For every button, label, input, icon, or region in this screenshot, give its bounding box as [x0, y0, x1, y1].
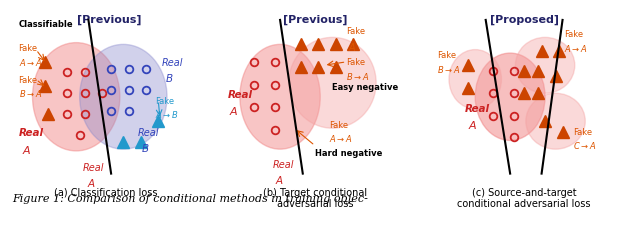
- Text: $A\rightarrow A$: $A\rightarrow A$: [329, 133, 353, 144]
- Text: Fake: Fake: [18, 44, 38, 53]
- Text: Hard negative: Hard negative: [315, 149, 382, 158]
- Text: $A\rightarrow B$: $A\rightarrow B$: [155, 109, 178, 120]
- Text: Real: Real: [18, 128, 43, 138]
- Text: Fake: Fake: [573, 128, 592, 137]
- Text: Real: Real: [273, 160, 295, 170]
- Text: Fake: Fake: [346, 58, 365, 67]
- Ellipse shape: [33, 43, 120, 151]
- Ellipse shape: [526, 93, 585, 149]
- Text: Real: Real: [227, 90, 253, 100]
- Text: [Previous]: [Previous]: [283, 15, 347, 25]
- Text: Figure 1: Comparison of conditional methods in training objec-: Figure 1: Comparison of conditional meth…: [13, 194, 369, 203]
- Ellipse shape: [79, 44, 167, 149]
- Text: $B$: $B$: [141, 142, 149, 154]
- Ellipse shape: [475, 53, 545, 140]
- Text: $A$: $A$: [22, 144, 32, 156]
- Ellipse shape: [449, 50, 501, 109]
- Text: Classifiable: Classifiable: [18, 20, 73, 29]
- Text: $C\rightarrow A$: $C\rightarrow A$: [573, 140, 597, 152]
- Text: $A$: $A$: [275, 174, 284, 185]
- Text: Real: Real: [83, 163, 105, 173]
- Text: Fake: Fake: [329, 121, 348, 130]
- Text: Fake: Fake: [155, 97, 174, 106]
- Text: $A\rightarrow A$: $A\rightarrow A$: [18, 57, 42, 67]
- Text: Fake: Fake: [437, 51, 456, 60]
- Text: $A$: $A$: [229, 105, 239, 118]
- Text: $B\rightarrow A$: $B\rightarrow A$: [346, 71, 370, 82]
- Text: (b) Target conditional
adversarial loss: (b) Target conditional adversarial loss: [263, 188, 367, 209]
- Text: (c) Source-and-target
conditional adversarial loss: (c) Source-and-target conditional advers…: [457, 188, 591, 209]
- Ellipse shape: [515, 37, 575, 93]
- Text: $A$: $A$: [468, 119, 478, 131]
- Text: Real: Real: [162, 58, 183, 68]
- Text: Fake: Fake: [346, 27, 365, 36]
- Text: $A$: $A$: [87, 177, 96, 189]
- Text: (a) Classification loss: (a) Classification loss: [54, 188, 158, 198]
- Text: Fake: Fake: [18, 76, 38, 85]
- Text: Easy negative: Easy negative: [333, 83, 399, 92]
- Ellipse shape: [240, 44, 320, 149]
- Text: $B$: $B$: [165, 72, 174, 84]
- Text: [Proposed]: [Proposed]: [490, 15, 559, 25]
- Text: [Previous]: [Previous]: [77, 15, 142, 25]
- Ellipse shape: [289, 37, 376, 128]
- Text: $B\rightarrow A$: $B\rightarrow A$: [437, 63, 460, 75]
- Text: Real: Real: [137, 128, 159, 138]
- Text: $B\rightarrow A$: $B\rightarrow A$: [18, 88, 42, 99]
- Text: Real: Real: [465, 104, 490, 114]
- Text: $A\rightarrow A$: $A\rightarrow A$: [564, 43, 588, 54]
- Text: Fake: Fake: [564, 30, 583, 39]
- Text: $A$: $A$: [348, 41, 357, 53]
